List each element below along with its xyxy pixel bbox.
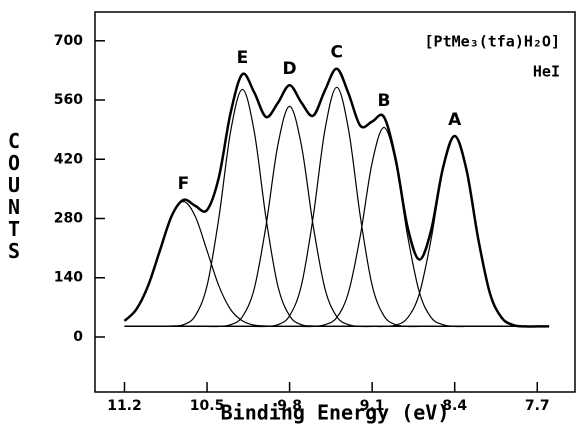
- source-label: HeI: [533, 63, 560, 81]
- compound-label: [PtMe₃(tfa)H₂O]: [425, 33, 560, 51]
- component-line: [124, 86, 550, 328]
- x-axis-label: Binding Energy (eV): [221, 401, 450, 425]
- y-tick-label: 420: [54, 151, 83, 167]
- x-tick-label: 8.4: [442, 398, 467, 414]
- y-tick-label: 560: [54, 92, 83, 108]
- y-axis-label: COUNTS: [2, 129, 26, 261]
- peak-label: E: [237, 48, 249, 68]
- x-tick-label: 9.8: [277, 398, 302, 414]
- x-tick-label: 9.1: [360, 398, 385, 414]
- y-tick-label: 280: [54, 211, 83, 227]
- plot-frame: [94, 11, 576, 393]
- component-line: [124, 126, 550, 328]
- component-line: [124, 135, 550, 328]
- y-tick-label: 700: [54, 33, 83, 49]
- y-tick-label: 0: [73, 329, 83, 345]
- x-tick-label: 10.5: [190, 398, 225, 414]
- y-tick-label: 140: [54, 270, 83, 286]
- envelope-line: [123, 67, 550, 328]
- peak-label: A: [448, 110, 462, 130]
- peak-label: C: [331, 43, 343, 63]
- peak-label: D: [283, 59, 297, 79]
- component-line: [124, 88, 550, 328]
- x-tick-label: 11.2: [107, 398, 142, 414]
- peak-label: B: [377, 91, 390, 111]
- x-tick-label: 7.7: [525, 398, 550, 414]
- peak-label: F: [178, 174, 190, 194]
- component-line: [124, 200, 550, 328]
- component-line: [124, 105, 550, 328]
